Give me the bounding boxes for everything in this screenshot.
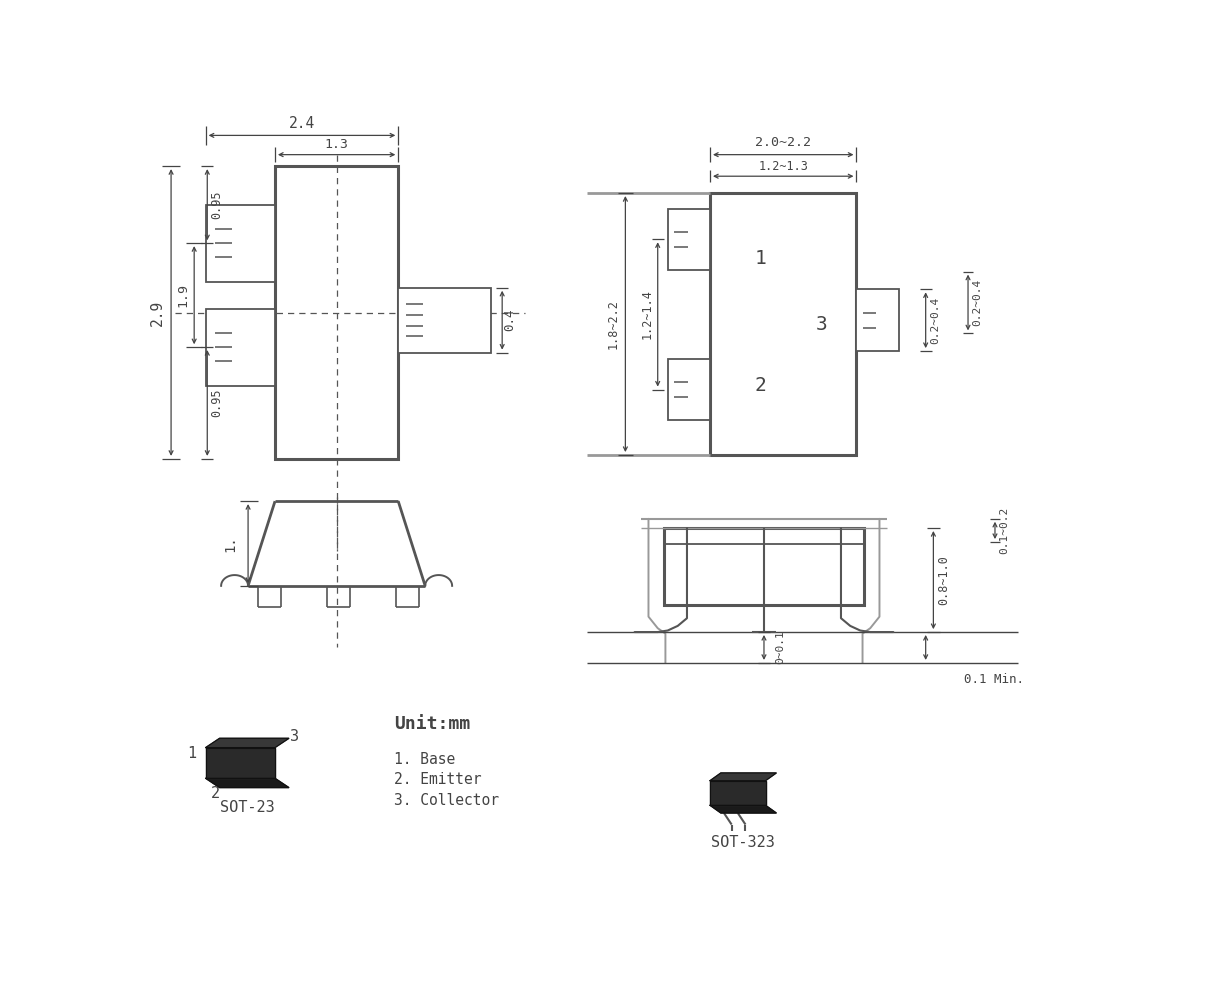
Text: 2. Emitter: 2. Emitter [394, 772, 482, 787]
Text: 1: 1 [755, 249, 766, 268]
Polygon shape [205, 738, 289, 748]
Text: 0.1~0.2: 0.1~0.2 [999, 507, 1010, 554]
Polygon shape [205, 748, 275, 778]
Text: 2.4: 2.4 [289, 116, 315, 131]
Bar [205, 309, 275, 386]
Text: 2.9: 2.9 [150, 299, 165, 326]
Text: 0.1 Min.: 0.1 Min. [965, 673, 1024, 686]
Text: 1: 1 [187, 746, 197, 761]
Polygon shape [711, 773, 777, 781]
Text: SOT-323: SOT-323 [712, 835, 775, 850]
Text: 0.2~0.4: 0.2~0.4 [972, 279, 982, 326]
Text: 1.9: 1.9 [176, 283, 189, 307]
Bar [856, 289, 899, 351]
Text: 1. Base: 1. Base [394, 752, 455, 767]
Text: 2: 2 [755, 376, 766, 395]
Text: 1.2~1.3: 1.2~1.3 [758, 160, 808, 173]
Bar [275, 166, 398, 459]
Text: 1.3: 1.3 [325, 138, 349, 151]
Text: 2: 2 [210, 786, 220, 801]
Text: 3: 3 [816, 315, 828, 334]
Bar [398, 288, 491, 353]
Bar [668, 209, 711, 270]
Bar [711, 193, 856, 455]
Text: Unit:mm: Unit:mm [394, 715, 470, 733]
Text: 0.95: 0.95 [210, 389, 223, 417]
Text: 1.8~2.2: 1.8~2.2 [607, 299, 619, 349]
Text: 3. Collector: 3. Collector [394, 793, 499, 808]
Polygon shape [711, 805, 777, 813]
Text: 2.0~2.2: 2.0~2.2 [756, 136, 811, 149]
Text: SOT-23: SOT-23 [220, 800, 275, 815]
Text: 0.95: 0.95 [210, 190, 223, 219]
Text: 1.: 1. [223, 535, 237, 552]
Text: 0.4: 0.4 [503, 309, 516, 331]
Polygon shape [711, 781, 766, 805]
Text: 0.2~0.4: 0.2~0.4 [930, 297, 940, 344]
Text: 0~0.1: 0~0.1 [775, 631, 785, 664]
Polygon shape [205, 778, 289, 788]
Text: 3: 3 [289, 729, 299, 744]
Bar [668, 359, 711, 420]
Bar [664, 528, 864, 605]
Text: 0.8~1.0: 0.8~1.0 [938, 555, 951, 605]
Bar [205, 205, 275, 282]
Text: 1.2~1.4: 1.2~1.4 [641, 289, 653, 339]
